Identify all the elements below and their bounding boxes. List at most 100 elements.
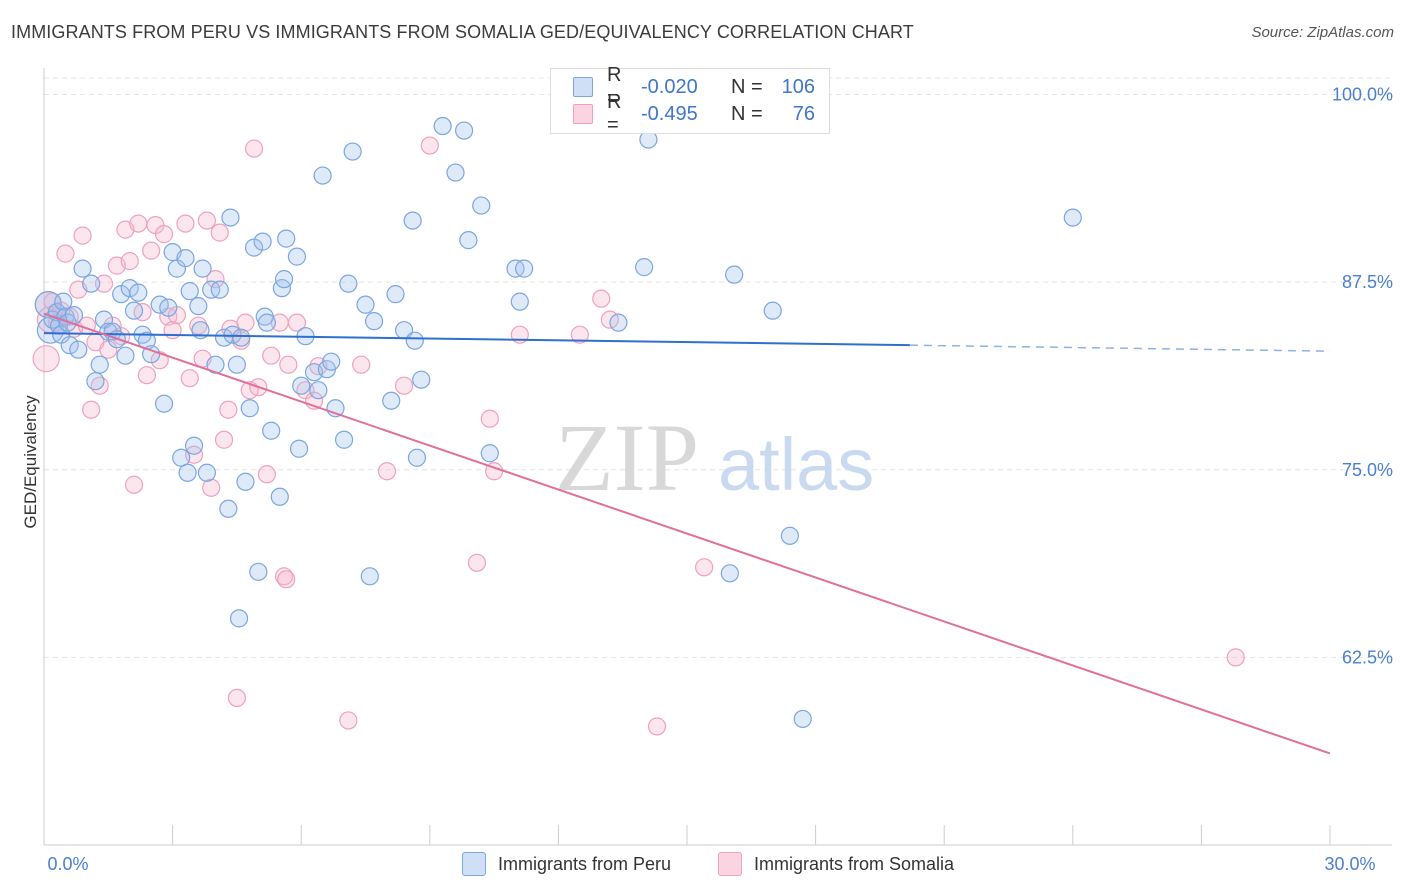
- legend-n-value: 76: [792, 102, 815, 125]
- peru-point: [609, 313, 628, 332]
- peru-point: [86, 372, 105, 391]
- peru-point: [403, 211, 422, 230]
- peru-point: [446, 163, 465, 182]
- somalia-point: [592, 289, 611, 308]
- legend-swatch-somalia: [573, 104, 593, 124]
- peru-trend-extension: [909, 344, 1331, 352]
- legend-n-label: N =: [731, 102, 763, 125]
- y-tick-label: 75.0%: [1342, 460, 1393, 480]
- peru-point: [339, 274, 358, 293]
- legend-r-label: R =: [607, 91, 622, 136]
- peru-point: [129, 283, 148, 302]
- peru-point: [257, 313, 277, 332]
- peru-point: [60, 336, 79, 355]
- legend-n-value: 106: [781, 75, 815, 98]
- somalia-point: [142, 241, 161, 260]
- somalia-point: [262, 346, 281, 365]
- somalia-point: [129, 214, 148, 233]
- bottom-legend-somalia: Immigrants from Somalia: [718, 852, 954, 876]
- peru-point: [193, 259, 212, 278]
- peru-point: [360, 567, 379, 586]
- somalia-point: [277, 570, 296, 589]
- watermark: ZIP atlas: [555, 404, 874, 511]
- peru-point: [178, 463, 197, 482]
- peru-point: [90, 355, 109, 374]
- peru-point: [154, 394, 174, 413]
- watermark-zip: ZIP: [555, 404, 699, 511]
- somalia-point: [82, 400, 101, 419]
- somalia-point: [154, 225, 174, 244]
- peru-point: [407, 448, 427, 467]
- somalia-point: [480, 409, 499, 428]
- peru-point: [386, 285, 405, 304]
- somalia-point: [695, 558, 714, 577]
- peru-trend-line: [43, 332, 910, 347]
- peru-point: [232, 328, 251, 347]
- y-tick-label: 62.5%: [1342, 647, 1393, 667]
- peru-point: [176, 249, 195, 268]
- peru-point: [313, 166, 332, 185]
- peru-point: [116, 346, 135, 365]
- somalia-point: [274, 567, 294, 586]
- somalia-point: [180, 369, 199, 388]
- somalia-point: [202, 478, 221, 497]
- bottom-legend-label-peru: Immigrants from Peru: [498, 853, 672, 874]
- peru-point: [240, 399, 259, 418]
- peru-point: [277, 229, 296, 248]
- legend-row-peru: R = -0.020 N = 106: [573, 64, 815, 109]
- somalia-point: [124, 475, 144, 494]
- peru-point: [725, 265, 744, 284]
- somalia-point: [257, 465, 277, 484]
- peru-point: [289, 439, 309, 458]
- bottom-legend-swatch-somalia: [718, 852, 742, 876]
- peru-point: [236, 472, 255, 491]
- somalia-point: [279, 355, 298, 374]
- peru-point: [720, 564, 739, 583]
- peru-point: [405, 331, 424, 350]
- axes: [43, 68, 1392, 846]
- somalia-point: [210, 223, 229, 242]
- peru-point: [82, 274, 101, 293]
- legend-r-value: -0.020: [641, 75, 698, 98]
- somalia-point: [32, 345, 60, 373]
- peru-point: [1063, 208, 1082, 227]
- somalia-point: [287, 313, 307, 332]
- peru-point: [793, 709, 812, 729]
- somalia-trend-line: [43, 312, 1331, 755]
- legend-swatch-peru: [573, 77, 593, 97]
- peru-point: [343, 142, 362, 161]
- peru-point: [510, 292, 529, 311]
- peru-point: [364, 312, 384, 331]
- somalia-point: [339, 711, 358, 730]
- y-tick-label: 100.0%: [1332, 85, 1393, 105]
- peru-point: [635, 258, 654, 277]
- peru-point: [382, 391, 401, 410]
- somalia-point: [244, 139, 264, 158]
- peru-point: [459, 231, 478, 250]
- somalia-point: [394, 376, 414, 395]
- gridlines: [44, 77, 1392, 658]
- somalia-point: [197, 211, 216, 230]
- somalia-point: [176, 214, 195, 233]
- peru-point: [472, 196, 491, 215]
- peru-point: [197, 463, 216, 482]
- x-tick-label: 0.0%: [47, 854, 88, 874]
- peru-point: [184, 436, 204, 455]
- peru-point: [227, 355, 246, 374]
- somalia-point: [120, 252, 139, 271]
- legend-n-label: N =: [731, 75, 763, 98]
- somalia-point: [214, 430, 234, 449]
- chart-title: IMMIGRANTS FROM PERU VS IMMIGRANTS FROM …: [11, 22, 914, 42]
- peru-point: [249, 562, 268, 581]
- somalia-point: [206, 270, 225, 289]
- peru-point: [120, 279, 139, 298]
- peru-point: [515, 259, 534, 278]
- somalia-point: [236, 313, 255, 332]
- somalia-point: [377, 462, 397, 481]
- peru-point: [221, 208, 240, 227]
- peru-point: [309, 381, 328, 400]
- y-tick-label: 87.5%: [1342, 272, 1393, 292]
- peru-point: [412, 370, 431, 389]
- peru-point: [763, 301, 782, 320]
